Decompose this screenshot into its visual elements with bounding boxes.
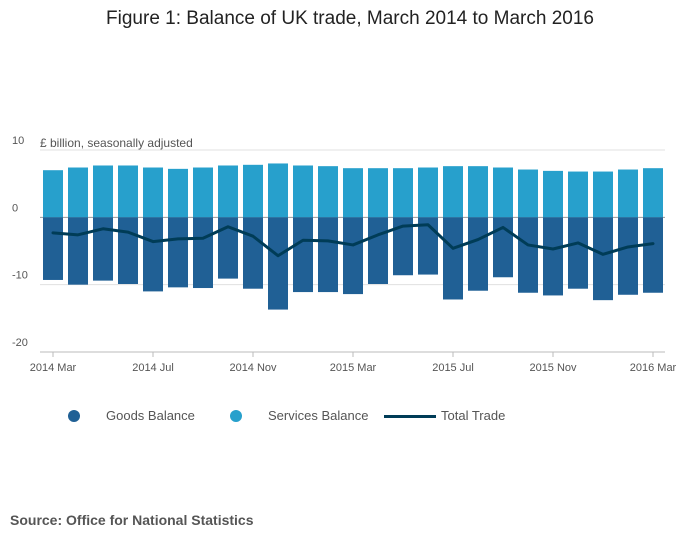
x-tick-label: 2015 Jul bbox=[432, 362, 474, 374]
legend-label-total: Total Trade bbox=[441, 408, 506, 423]
goods-bar bbox=[218, 217, 238, 279]
goods-bar bbox=[68, 217, 88, 285]
y-tick-label: -10 bbox=[12, 270, 28, 282]
services-bar bbox=[343, 168, 363, 218]
services-bar bbox=[493, 167, 513, 218]
x-tick-label: 2014 Jul bbox=[132, 362, 174, 374]
goods-bar bbox=[468, 217, 488, 291]
services-swatch-icon bbox=[230, 410, 242, 422]
services-bar bbox=[268, 163, 288, 218]
goods-bar bbox=[193, 217, 213, 289]
goods-bar bbox=[343, 217, 363, 295]
services-bar bbox=[318, 166, 338, 218]
axes: £ billion, seasonally adjusted 10 0 -10 -20 2… bbox=[12, 135, 677, 374]
x-tick-label: 2015 Mar bbox=[330, 362, 377, 374]
goods-bar bbox=[318, 217, 338, 293]
services-bar bbox=[568, 171, 588, 218]
goods-bar bbox=[368, 217, 388, 284]
services-bar bbox=[418, 167, 438, 218]
y-tick-label: 0 bbox=[12, 202, 18, 214]
services-bar bbox=[393, 168, 413, 218]
services-bar bbox=[643, 168, 663, 218]
y-unit-label: £ billion, seasonally adjusted bbox=[40, 136, 193, 150]
legend: Goods Balance Services Balance Total Tra… bbox=[0, 406, 700, 428]
services-bar bbox=[593, 171, 613, 218]
goods-bar bbox=[568, 217, 588, 289]
goods-bar bbox=[93, 217, 113, 281]
services-bar bbox=[168, 168, 188, 218]
legend-label-services: Services Balance bbox=[268, 408, 369, 423]
goods-bar bbox=[268, 217, 288, 310]
services-bar bbox=[68, 167, 88, 218]
total-trade-line bbox=[51, 223, 655, 258]
goods-bar bbox=[593, 217, 613, 301]
x-tick-label: 2015 Nov bbox=[529, 362, 577, 374]
goods-bar bbox=[143, 217, 163, 292]
goods-bar bbox=[418, 217, 438, 275]
legend-label-goods: Goods Balance bbox=[106, 408, 195, 423]
services-bar bbox=[518, 169, 538, 218]
services-bar bbox=[543, 170, 563, 218]
x-tick-label: 2014 Nov bbox=[229, 362, 277, 374]
goods-bar bbox=[168, 217, 188, 288]
services-bar bbox=[143, 167, 163, 218]
services-bar bbox=[218, 165, 238, 218]
services-bar bbox=[118, 165, 138, 218]
figure-title: Figure 1: Balance of UK trade, March 201… bbox=[106, 8, 594, 29]
services-bar bbox=[618, 169, 638, 218]
goods-bar bbox=[543, 217, 563, 296]
services-bar bbox=[468, 166, 488, 218]
services-bar bbox=[43, 170, 63, 218]
goods-bar bbox=[518, 217, 538, 293]
services-bar bbox=[293, 165, 313, 218]
x-tick-label: 2016 Mar bbox=[630, 362, 677, 374]
goods-bar bbox=[118, 217, 138, 284]
services-bar bbox=[243, 164, 263, 218]
y-tick-label: -20 bbox=[12, 337, 28, 349]
goods-bar bbox=[243, 217, 263, 289]
goods-bar bbox=[293, 217, 313, 293]
goods-bar bbox=[393, 217, 413, 276]
total-trade-line-layer bbox=[51, 223, 655, 258]
services-bar bbox=[443, 166, 463, 218]
services-bar bbox=[368, 168, 388, 218]
goods-bar bbox=[443, 217, 463, 300]
services-bar bbox=[93, 165, 113, 218]
goods-swatch-icon bbox=[68, 410, 80, 422]
goods-bar bbox=[643, 217, 663, 293]
source-note: Source: Office for National Statistics bbox=[10, 512, 254, 528]
x-tick-label: 2014 Mar bbox=[30, 362, 77, 374]
goods-bar bbox=[43, 217, 63, 280]
goods-bar bbox=[618, 217, 638, 295]
y-tick-label: 10 bbox=[12, 135, 24, 147]
services-bar bbox=[193, 167, 213, 218]
total-trade-swatch-icon bbox=[384, 415, 436, 418]
